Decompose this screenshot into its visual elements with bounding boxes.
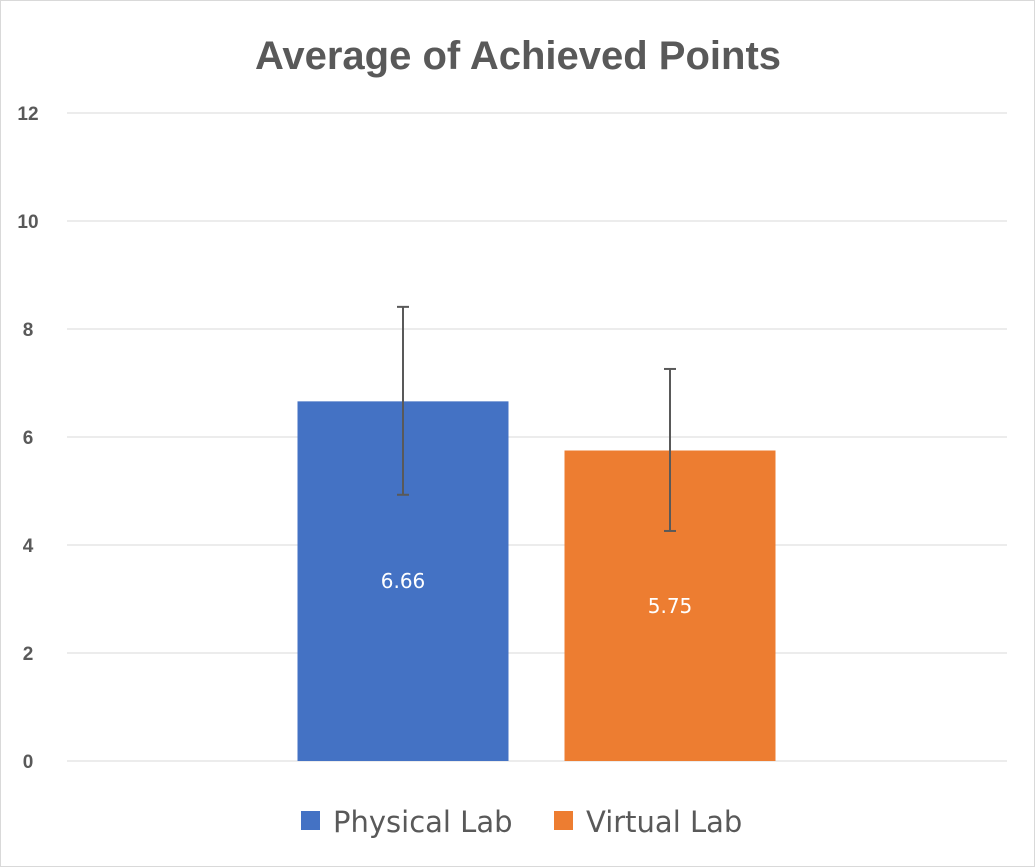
chart-title: Average of Achieved Points — [255, 34, 781, 78]
gridlines — [67, 112, 1007, 762]
legend-item: Physical Lab — [301, 805, 513, 839]
legend-label: Virtual Lab — [586, 805, 742, 839]
y-tick-label: 10 — [17, 212, 38, 233]
error-bar — [664, 367, 676, 532]
data-labels: 6.66 5.75 — [381, 569, 693, 618]
data-label: 5.75 — [648, 594, 693, 618]
error-bar — [397, 305, 409, 496]
legend-item: Virtual Lab — [554, 805, 742, 839]
y-tick-label: 0 — [23, 752, 34, 773]
error-bars — [397, 305, 676, 532]
y-tick-label: 6 — [23, 428, 34, 449]
legend-label: Physical Lab — [333, 805, 513, 839]
y-axis-tick-labels: 0 2 4 6 8 10 12 — [17, 104, 38, 773]
y-tick-label: 4 — [23, 536, 34, 557]
legend-swatch — [554, 811, 573, 830]
data-label: 6.66 — [381, 569, 426, 593]
legend-swatch — [301, 811, 320, 830]
y-tick-label: 2 — [23, 644, 34, 665]
y-tick-label: 12 — [17, 104, 38, 125]
y-tick-label: 8 — [23, 320, 34, 341]
legend: Physical Lab Virtual Lab — [301, 805, 742, 839]
bars — [297, 401, 776, 761]
